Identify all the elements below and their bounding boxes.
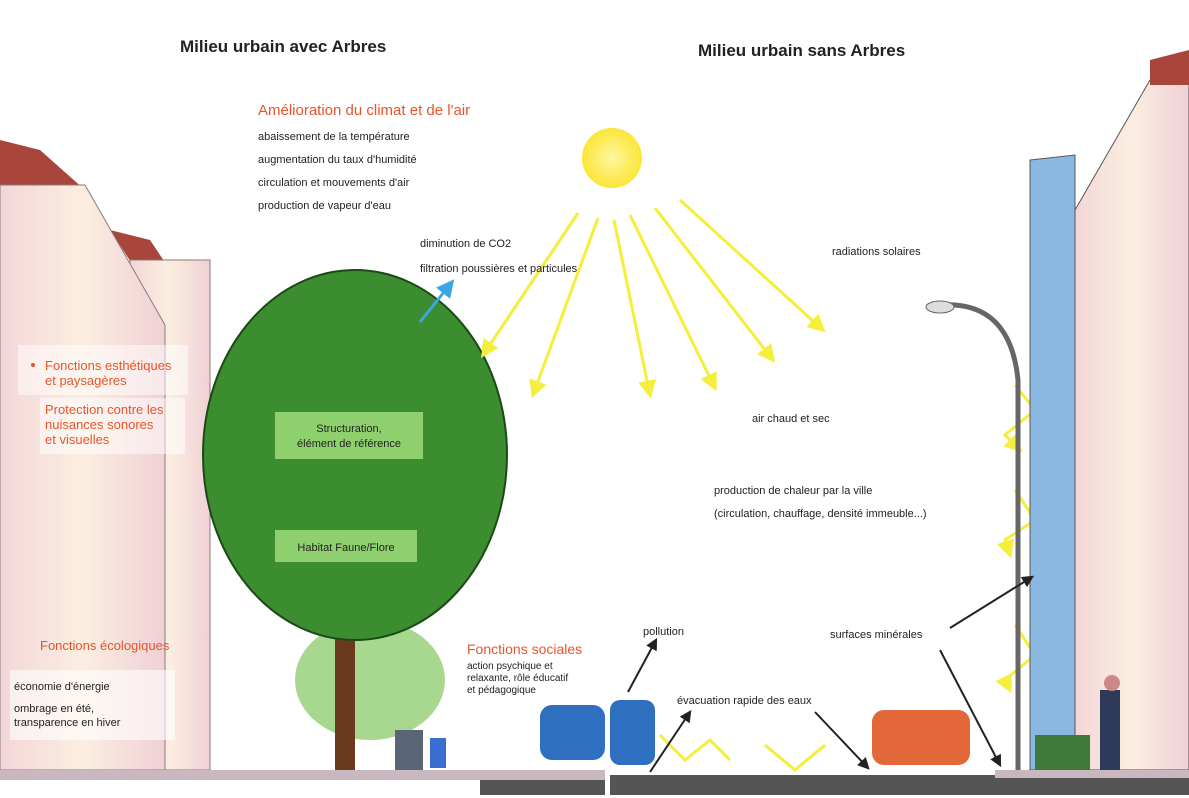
- label: (circulation, chauffage, densité immeubl…: [714, 508, 927, 520]
- item: relaxante, rôle éducatif: [467, 673, 568, 684]
- item: transparence en hiver: [14, 717, 121, 729]
- ray: [483, 213, 578, 355]
- lamp: [926, 301, 954, 313]
- road: [480, 780, 605, 795]
- sun: [582, 128, 642, 188]
- roof: [0, 140, 85, 190]
- item: abaissement de la température: [258, 131, 410, 143]
- label: air chaud et sec: [752, 413, 830, 425]
- car: [610, 700, 655, 765]
- label-box: [275, 412, 423, 459]
- person: [1100, 690, 1120, 770]
- item: ombrage en été,: [14, 703, 94, 715]
- heading: et paysagères: [45, 373, 127, 388]
- roof: [1150, 50, 1189, 85]
- label: radiations solaires: [832, 246, 921, 258]
- pavement: [0, 770, 605, 780]
- trunk: [335, 620, 355, 775]
- item: économie d'énergie: [14, 681, 110, 693]
- item: et pédagogique: [467, 685, 536, 696]
- heading: Protection contre les: [45, 402, 164, 417]
- ray: [533, 218, 598, 395]
- person: [395, 730, 423, 770]
- car: [540, 705, 605, 760]
- heading: Fonctions esthétiques: [45, 358, 172, 373]
- hedge: [1035, 735, 1090, 770]
- arrow: [650, 712, 690, 772]
- item: augmentation du taux d'humidité: [258, 154, 417, 166]
- heading: Amélioration du climat et de l'air: [258, 102, 470, 119]
- building: [1030, 155, 1075, 770]
- item: diminution de CO2: [420, 238, 511, 250]
- heading: Fonctions sociales: [467, 641, 582, 657]
- panel-title: Milieu urbain avec Arbres: [180, 37, 386, 56]
- illustration: Milieu urbain avec Arbres Milieu urbain …: [0, 0, 1189, 798]
- person: [1104, 675, 1120, 691]
- item: production de vapeur d'eau: [258, 200, 391, 212]
- heading: et visuelles: [45, 432, 110, 447]
- ray: [680, 200, 823, 330]
- panel-title: Milieu urbain sans Arbres: [698, 41, 905, 60]
- label: élément de référence: [297, 438, 401, 450]
- bullet: [31, 363, 35, 367]
- heading: nuisances sonores: [45, 417, 154, 432]
- label: Habitat Faune/Flore: [297, 542, 394, 554]
- label: évacuation rapide des eaux: [677, 695, 812, 707]
- left-scene: [0, 140, 605, 795]
- building: [1075, 60, 1189, 770]
- label: production de chaleur par la ville: [714, 485, 872, 497]
- arrows: [628, 577, 1032, 772]
- arrow: [815, 712, 868, 768]
- right-scene: [610, 50, 1189, 795]
- water-wave: [765, 745, 825, 770]
- label: Structuration,: [316, 423, 381, 435]
- label: surfaces minérales: [830, 629, 923, 641]
- page: Milieu urbain avec Arbres Milieu urbain …: [0, 0, 1189, 798]
- heading: Fonctions écologiques: [40, 638, 170, 653]
- divider: [605, 0, 610, 798]
- item: circulation et mouvements d'air: [258, 177, 410, 189]
- water-wave: [660, 735, 730, 760]
- pavement: [995, 770, 1189, 778]
- arrow: [628, 640, 656, 692]
- item: filtration poussières et particules: [420, 263, 578, 275]
- child: [430, 738, 446, 768]
- car: [872, 710, 970, 765]
- item: action psychique et: [467, 661, 553, 672]
- label: pollution: [643, 626, 684, 638]
